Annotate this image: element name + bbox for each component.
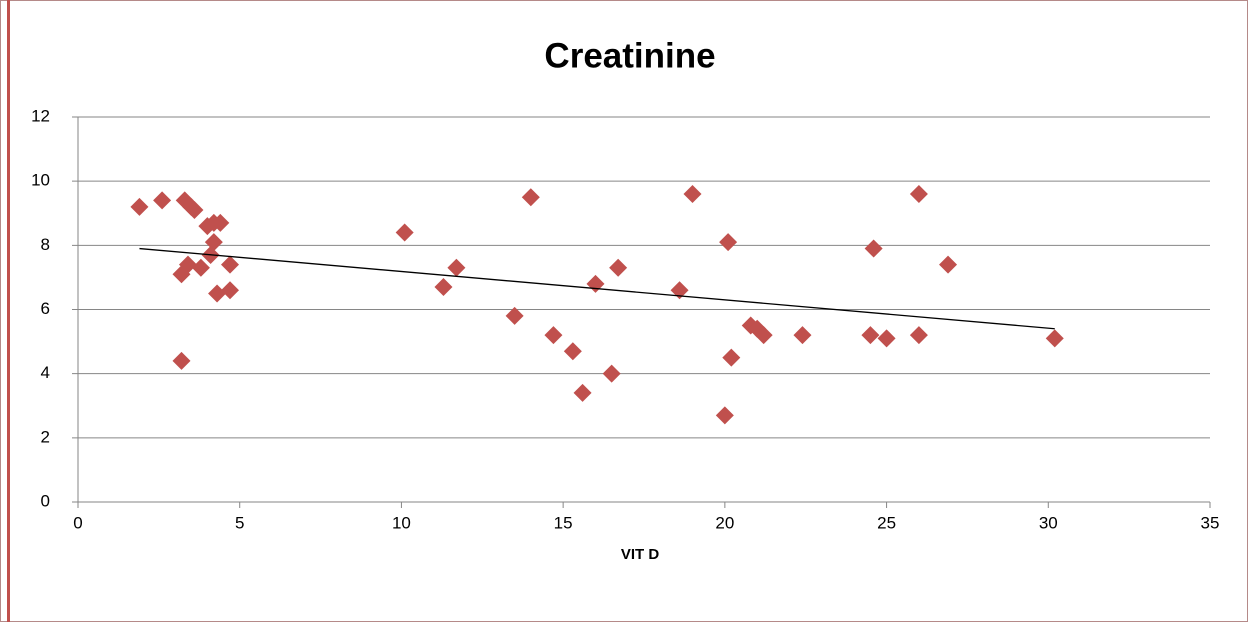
y-tick-label: 4: [41, 363, 50, 382]
point: [909, 326, 928, 345]
point: [563, 342, 582, 361]
x-tick-label: 10: [392, 513, 411, 532]
point: [877, 329, 896, 348]
x-tick-label: 25: [877, 513, 896, 532]
point: [602, 364, 621, 383]
x-tick-label: 5: [235, 513, 244, 532]
point: [505, 306, 524, 325]
x-axis-label: VIT D: [621, 546, 660, 563]
y-tick-label: 0: [41, 491, 50, 510]
point: [793, 326, 812, 345]
y-tick-label: 6: [41, 299, 50, 318]
x-tick-label: 0: [73, 513, 82, 532]
point: [544, 326, 563, 345]
point: [521, 188, 540, 207]
point: [221, 255, 240, 274]
x-tick-label: 20: [715, 513, 734, 532]
y-tick-label: 10: [31, 171, 50, 190]
point: [395, 223, 414, 242]
point: [185, 201, 204, 220]
y-tick-label: 12: [31, 106, 50, 125]
point: [939, 255, 958, 274]
point: [719, 233, 738, 252]
point: [909, 185, 928, 203]
point: [211, 213, 230, 232]
point: [130, 197, 149, 216]
point: [221, 281, 240, 300]
left-accent: [7, 0, 10, 622]
point: [722, 348, 741, 367]
point: [1045, 329, 1064, 348]
point: [864, 239, 883, 258]
point: [153, 191, 172, 210]
point: [208, 284, 227, 303]
point: [670, 281, 689, 300]
point: [434, 278, 453, 297]
point: [754, 326, 773, 345]
chart-title: Creatinine: [544, 36, 715, 75]
trendline: [139, 247, 1055, 330]
x-tick-label: 15: [554, 513, 573, 532]
point: [191, 258, 210, 277]
x-tick-label: 35: [1201, 513, 1220, 532]
point: [573, 383, 592, 402]
y-tick-label: 8: [41, 235, 50, 254]
x-tick-label: 30: [1039, 513, 1058, 532]
point: [204, 233, 223, 252]
point: [683, 185, 702, 203]
point: [172, 351, 191, 370]
point: [861, 326, 880, 345]
point: [715, 406, 734, 425]
y-tick-label: 2: [41, 427, 50, 446]
point: [447, 258, 466, 277]
point: [178, 255, 197, 274]
point: [609, 258, 628, 277]
